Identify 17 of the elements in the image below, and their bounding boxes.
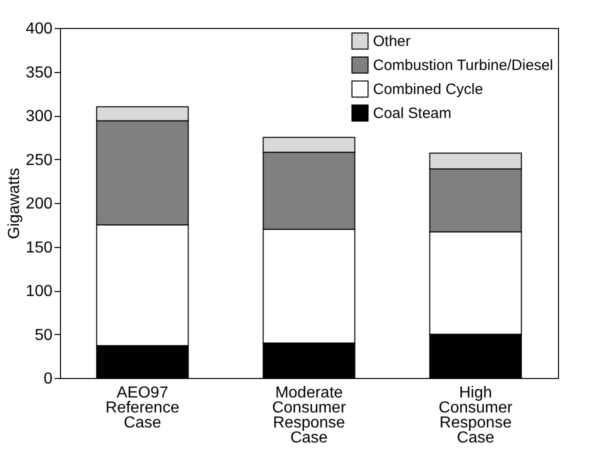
y-tick-label: 200 [26, 196, 53, 212]
y-tick-label: 50 [34, 326, 53, 344]
x-tick-label: Moderate Consumer Response Case [272, 384, 347, 446]
y-tick-label: 100 [26, 283, 53, 300]
legend-label: Coal Steam [373, 105, 452, 122]
legend-label: Combustion Turbine/Diesel [373, 57, 554, 74]
y-tick-label: 250 [26, 152, 53, 169]
legend-label: Other [373, 33, 411, 50]
y-tick-label: 350 [26, 64, 53, 82]
y-tick-label: 300 [26, 108, 53, 125]
x-tick-label: High Consumer Response Case [438, 384, 514, 446]
y-tick-label: 400 [26, 20, 53, 38]
x-tick-label: AEO97 Reference Case [106, 384, 180, 432]
y-tick-label: 0 [44, 370, 53, 388]
y-axis-title: Gigawatts [6, 168, 23, 240]
legend-label: Combined Cycle [373, 81, 484, 98]
y-tick-label: 150 [26, 239, 53, 256]
